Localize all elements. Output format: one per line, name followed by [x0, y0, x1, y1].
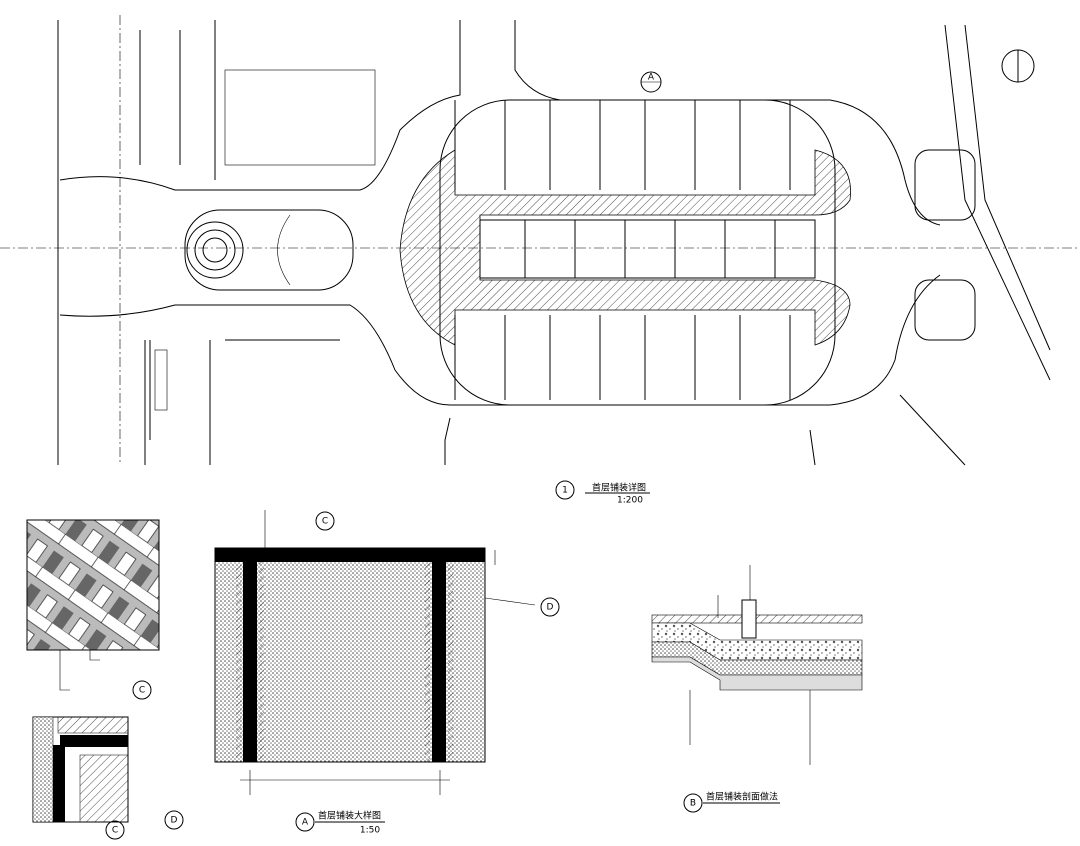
pattern-c: C [26, 519, 160, 700]
detail-a-title: 首层铺装大样图 [318, 810, 381, 822]
detail-a-scale: 1:50 [360, 826, 380, 836]
detail-a: C D A 首层铺装大样图 1:50 [214, 510, 560, 836]
plan-callout: A [648, 73, 655, 83]
plan-scale: 1:200 [617, 496, 643, 506]
detail-a-callout-c: C [322, 517, 328, 527]
plan-title: 首层铺装详图 [592, 482, 646, 494]
pattern-c-marker: C [139, 686, 145, 696]
site-plan: A 1 首层铺装详图 1:200 [0, 15, 1080, 506]
detail-b: B 首层铺装剖面做法 [651, 565, 863, 813]
detail-a-callout-d: D [547, 603, 554, 613]
pattern-d-marker: D [171, 816, 178, 826]
pattern-d-callout: C [112, 826, 118, 836]
detail-b-marker: B [690, 799, 696, 809]
pattern-d: C D [32, 716, 184, 840]
detail-a-marker: A [302, 818, 309, 828]
detail-b-title: 首层铺装剖面做法 [706, 791, 778, 803]
plan-marker: 1 [562, 486, 568, 496]
